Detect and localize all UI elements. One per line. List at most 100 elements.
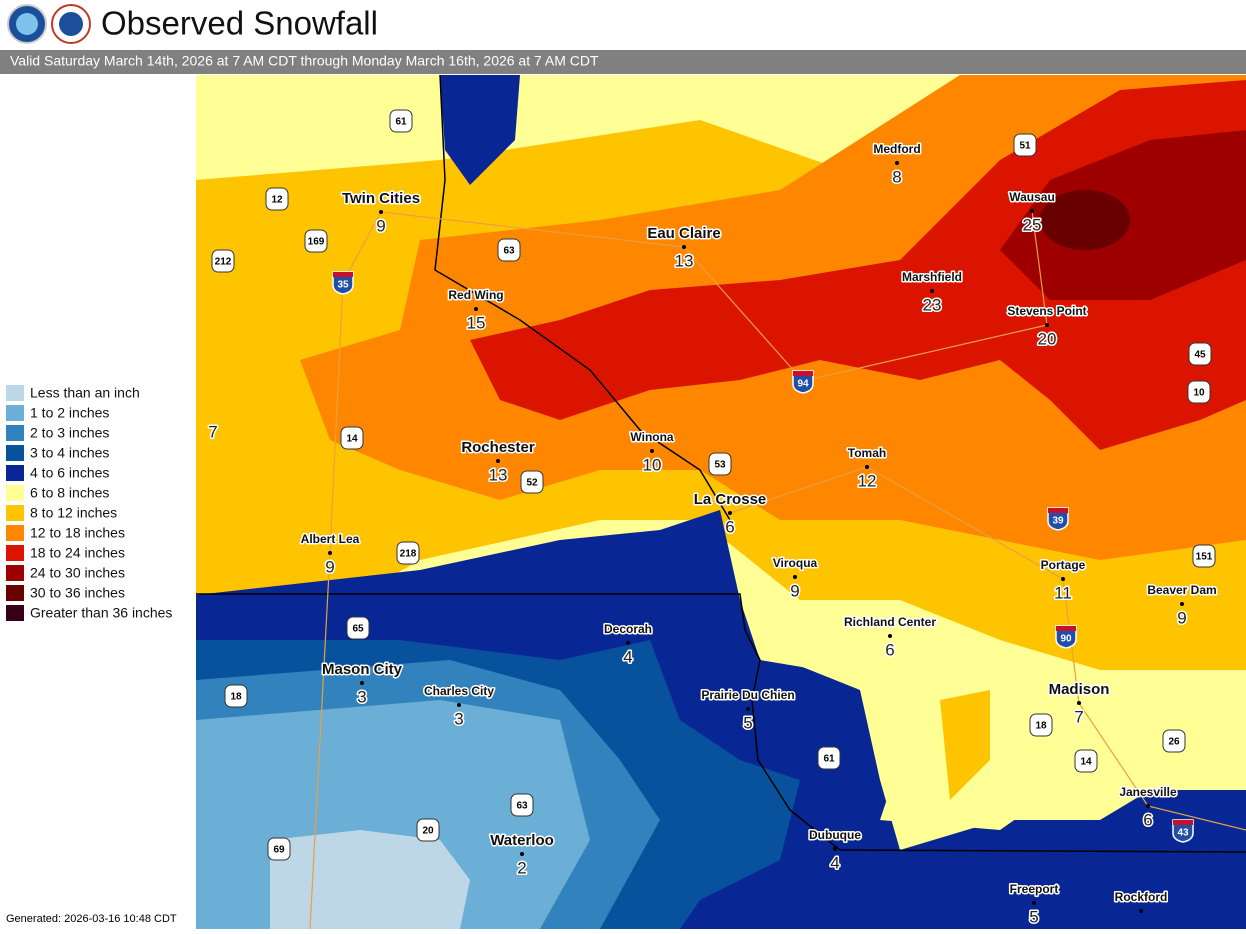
city-name: Albert Lea bbox=[301, 532, 360, 546]
highway-label: 65 bbox=[352, 624, 364, 635]
snowfall-value: 9 bbox=[1177, 608, 1186, 627]
city-dot bbox=[895, 161, 899, 165]
city-dot bbox=[650, 449, 654, 453]
city-name: Twin Cities bbox=[342, 190, 420, 207]
us-shield bbox=[1188, 342, 1212, 366]
city-name: Portage bbox=[1041, 558, 1086, 572]
city-dot bbox=[1077, 701, 1081, 705]
city-name: Mason City bbox=[322, 661, 403, 678]
interstate-shield-top bbox=[1048, 508, 1068, 513]
highway-label: 61 bbox=[395, 117, 407, 128]
us-shield bbox=[396, 541, 420, 565]
city-name: Freeport bbox=[1010, 882, 1059, 896]
city-dot bbox=[728, 511, 732, 515]
snowfall-value: 13 bbox=[489, 465, 508, 484]
city-dot bbox=[457, 703, 461, 707]
us-shield bbox=[389, 109, 413, 133]
city-name: Viroqua bbox=[773, 556, 818, 570]
snowfall-value: 20 bbox=[1038, 329, 1057, 348]
snowfall-value: 15 bbox=[467, 313, 486, 332]
snowfall-value: 6 bbox=[1143, 810, 1152, 829]
legend-swatch bbox=[6, 605, 24, 621]
legend-label: 24 to 30 inches bbox=[30, 565, 125, 581]
city-name: Stevens Point bbox=[1007, 304, 1086, 318]
highway-label: 43 bbox=[1177, 828, 1189, 839]
nws-logo-inner bbox=[59, 12, 83, 36]
snowfall-value: 4 bbox=[830, 853, 839, 872]
city-name: Medford bbox=[873, 142, 920, 156]
snowfall-value: 7 bbox=[1074, 707, 1083, 726]
city-name: Dubuque bbox=[809, 828, 861, 842]
city-dot bbox=[793, 575, 797, 579]
city-name: Marshfield bbox=[902, 270, 962, 284]
highway-label: 39 bbox=[1052, 516, 1064, 527]
snowfall-value: 4 bbox=[623, 647, 632, 666]
city-name: Decorah bbox=[604, 622, 652, 636]
snowfall-value: 9 bbox=[325, 557, 334, 576]
interstate-shield-top bbox=[333, 272, 353, 277]
city-dot bbox=[865, 465, 869, 469]
us-shield bbox=[416, 818, 440, 842]
shade-18-24 bbox=[470, 80, 1246, 450]
legend-label: 3 to 4 inches bbox=[30, 445, 109, 461]
legend-swatch bbox=[6, 565, 24, 581]
state-border bbox=[434, 75, 731, 521]
snowfall-value: 6 bbox=[885, 640, 894, 659]
interstate-shield-top bbox=[1173, 820, 1193, 825]
city-dot bbox=[682, 245, 686, 249]
us-shield bbox=[1187, 380, 1211, 404]
highway-label: 63 bbox=[503, 246, 515, 257]
subtitle: Valid Saturday March 14th, 2026 at 7 AM … bbox=[10, 53, 599, 69]
city-dot bbox=[1030, 209, 1034, 213]
legend-swatch bbox=[6, 385, 24, 401]
snowfall-value: 3 bbox=[357, 687, 366, 706]
snowfall-value: 23 bbox=[923, 295, 942, 314]
title: Observed Snowfall bbox=[101, 5, 378, 42]
legend-label: 8 to 12 inches bbox=[30, 505, 117, 521]
snowfall-value: 5 bbox=[1029, 907, 1038, 926]
us-shield bbox=[817, 746, 841, 770]
snowfall-value: 9 bbox=[376, 216, 385, 235]
legend-swatch bbox=[6, 485, 24, 501]
city-name: Wausau bbox=[1009, 190, 1055, 204]
city-name: Beaver Dam bbox=[1147, 583, 1216, 597]
us-shield bbox=[1192, 544, 1216, 568]
city-dot bbox=[328, 551, 332, 555]
legend-label: 6 to 8 inches bbox=[30, 485, 109, 501]
legend-label: 2 to 3 inches bbox=[30, 425, 109, 441]
interstate-shield bbox=[1172, 819, 1194, 843]
city-name: Red Wing bbox=[448, 288, 503, 302]
highway-label: 18 bbox=[230, 692, 242, 703]
us-shield bbox=[510, 793, 534, 817]
highway-label: 18 bbox=[1035, 721, 1047, 732]
city-name: Rockford bbox=[1115, 890, 1168, 904]
legend-label: 1 to 2 inches bbox=[30, 405, 109, 421]
snowfall-value: 6 bbox=[725, 517, 734, 536]
city-dot bbox=[1045, 323, 1049, 327]
interstate-shield bbox=[1055, 625, 1077, 649]
us-shield bbox=[340, 426, 364, 450]
legend-swatch bbox=[6, 405, 24, 421]
highway-label: 45 bbox=[1194, 350, 1206, 361]
us-shield bbox=[1013, 133, 1037, 157]
highway-label: 212 bbox=[215, 257, 232, 268]
snowfall-value: 12 bbox=[858, 471, 877, 490]
city-dot bbox=[1139, 909, 1143, 913]
interstate-shield bbox=[332, 271, 354, 295]
legend-swatch bbox=[6, 445, 24, 461]
map-area bbox=[196, 75, 1246, 929]
city-name: Winona bbox=[630, 430, 674, 444]
city-name: Richland Center bbox=[844, 615, 936, 629]
legend-swatch bbox=[6, 585, 24, 601]
snowfall-value: 25 bbox=[1023, 215, 1042, 234]
city-name: Tomah bbox=[848, 446, 886, 460]
city-name: Rochester bbox=[461, 439, 535, 456]
city-dot bbox=[746, 707, 750, 711]
legend-label: 18 to 24 inches bbox=[30, 545, 125, 561]
city-dot bbox=[1032, 901, 1036, 905]
city-dot bbox=[379, 210, 383, 214]
snowfall-value: 8 bbox=[892, 167, 901, 186]
highway-label: 63 bbox=[516, 801, 528, 812]
